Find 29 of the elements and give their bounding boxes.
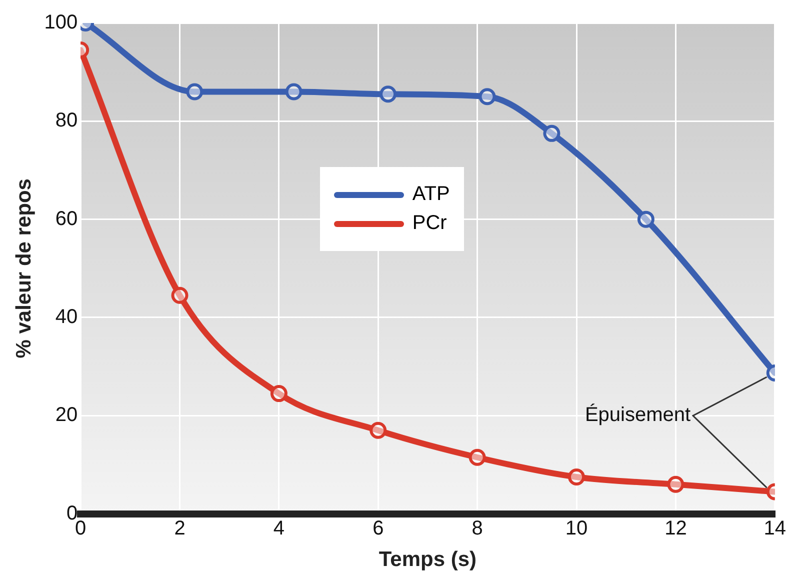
x-tick-label: 12 [664,517,687,540]
point [568,468,586,486]
y-tick-label: 20 [55,404,78,426]
point [478,88,496,106]
x-tick-label: 14 [764,517,786,540]
legend-label: ATP [412,183,450,206]
x-tick-label: 4 [273,517,285,540]
point [270,385,288,402]
y-tick-label: 100 [44,12,78,34]
y-tick-label: 80 [55,110,78,132]
point [285,83,302,100]
y-axis-title: % valeur de repos [12,178,36,358]
x-tick-label: 2 [174,517,186,540]
point [171,286,188,304]
point [186,83,204,100]
point [468,448,486,466]
y-tick-label: 40 [55,306,78,328]
point [667,476,684,493]
legend-label: PCr [412,212,447,236]
x-axis-title: Temps (s) [378,548,477,572]
point [370,422,387,439]
x-tick-label: 8 [472,517,483,540]
point [543,124,560,142]
annotation: Épuisement [584,403,691,426]
y-tick-label: 60 [55,208,78,230]
x-tick-label: 6 [372,517,384,540]
x-tick-label: 10 [565,517,588,540]
point [380,86,397,103]
point [637,210,654,228]
